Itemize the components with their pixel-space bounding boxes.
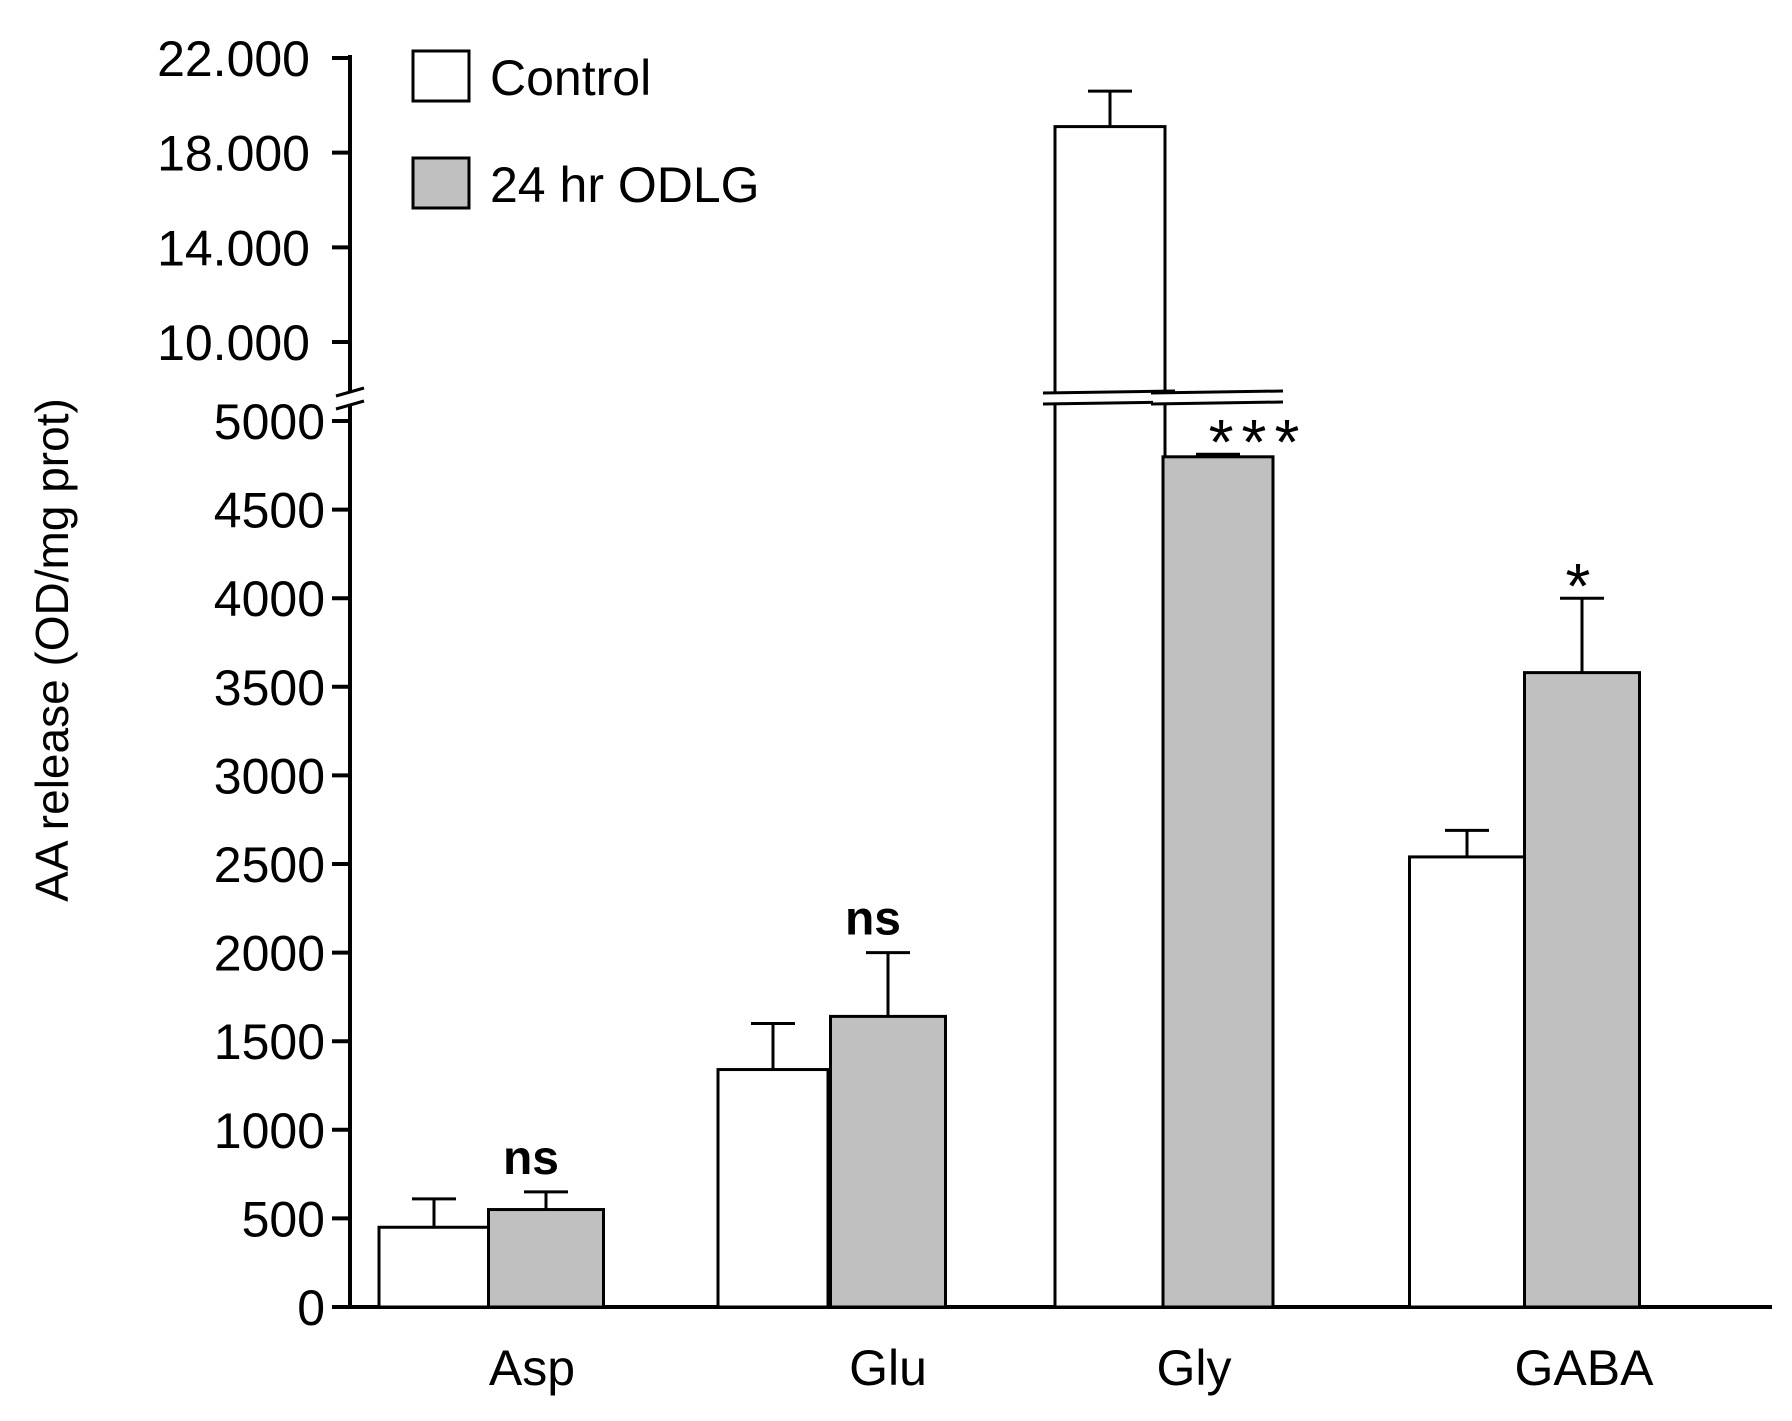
y-tick-label: 18.000	[157, 126, 310, 182]
bar-break-line	[1150, 389, 1284, 395]
significance-label: ns	[845, 893, 901, 946]
bar-break-gap	[1045, 393, 1175, 404]
bar	[377, 1225, 491, 1309]
x-tick-label: GABA	[1515, 1340, 1655, 1396]
bar	[716, 1068, 830, 1309]
x-tick-label: Glu	[849, 1340, 927, 1396]
bar-break-gap	[1153, 393, 1283, 404]
bar	[487, 1208, 605, 1309]
y-tick-label: 3000	[214, 748, 325, 804]
y-tick-label: 3500	[214, 660, 325, 716]
y-tick-label: 22.000	[157, 31, 310, 87]
y-tick-label: 14.000	[157, 220, 310, 276]
y-tick-label: 0	[297, 1280, 325, 1336]
significance-label: *	[1566, 550, 1599, 622]
x-tick-labels: Asp Glu Gly GABA	[489, 1340, 1654, 1396]
legend-label: Control	[490, 50, 651, 106]
bars	[377, 89, 1641, 1309]
bar-break-line	[1150, 400, 1284, 406]
y-tick-label: 4500	[214, 483, 325, 539]
y-axis-label: AA release (OD/mg prot)	[26, 398, 78, 902]
y-tick-label: 500	[242, 1191, 325, 1247]
bar-break-line	[1042, 389, 1176, 395]
y-tick-label: 10.000	[157, 315, 310, 371]
bar	[1053, 125, 1167, 1309]
legend-label: 24 hr ODLG	[490, 157, 760, 213]
y-tick-label: 2000	[214, 926, 325, 982]
y-tick-label: 4000	[214, 571, 325, 627]
y-tick-label: 5000	[214, 394, 325, 450]
x-tick-label: Gly	[1157, 1340, 1232, 1396]
bar	[829, 1014, 947, 1309]
bar	[1161, 455, 1275, 1309]
y-ticks: 0 500 1000 1500 2000 2500 3000 3500 4000 4500 5000…	[157, 31, 350, 1336]
y-tick-label: 2500	[214, 837, 325, 893]
y-tick-label: 1000	[214, 1103, 325, 1159]
legend: Control 24 hr ODLG	[411, 49, 760, 213]
significance-label: ns	[503, 1132, 559, 1185]
x-tick-label: Asp	[489, 1340, 575, 1396]
bar	[1408, 855, 1526, 1309]
bar	[1523, 671, 1641, 1309]
axis-break-mark-upper	[335, 386, 365, 398]
y-tick-label: 1500	[214, 1014, 325, 1070]
y-axis-label-group: AA release (OD/mg prot)	[26, 398, 78, 902]
axis-break-mark-lower	[335, 399, 365, 411]
legend-swatch	[411, 156, 471, 210]
significance-label: ***	[1209, 406, 1308, 478]
legend-swatch	[411, 49, 471, 103]
